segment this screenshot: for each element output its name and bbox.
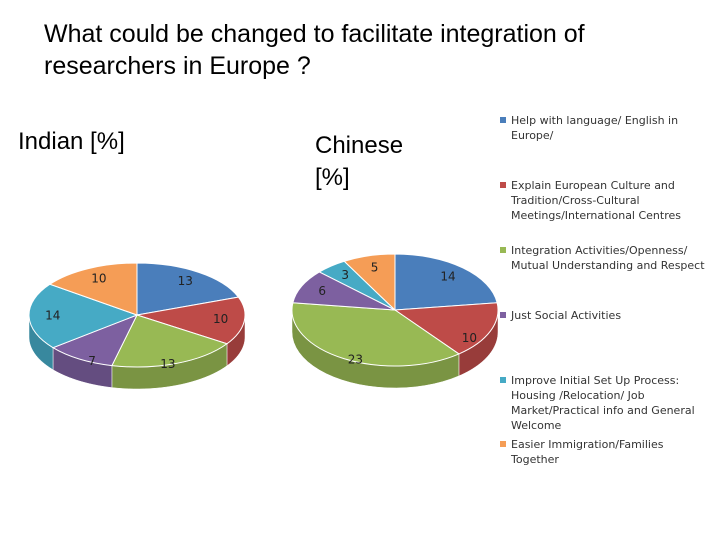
legend-entry: Improve Initial Set Up Process: Housing … — [500, 373, 706, 433]
data-label: 10 — [462, 331, 477, 345]
legend-swatch — [500, 117, 506, 123]
data-label: 10 — [91, 271, 106, 285]
data-label: 7 — [88, 354, 96, 368]
pie-slice — [343, 253, 396, 312]
chart-title: Indian [%] — [18, 128, 125, 155]
data-label: 14 — [440, 270, 455, 284]
data-label: 10 — [213, 312, 228, 326]
pie-slice — [48, 262, 138, 316]
pie-slice — [28, 283, 139, 349]
pie-slice — [136, 262, 240, 316]
data-label: 5 — [371, 260, 379, 274]
pie-slice — [136, 296, 246, 345]
data-label: 14 — [45, 308, 60, 322]
legend-label: Integration Activities/Openness/ Mutual … — [511, 244, 705, 272]
pie-slice — [51, 314, 139, 367]
chart-title: Chinese [%] — [315, 132, 404, 191]
legend-entry: Help with language/ English in Europe/ — [500, 113, 706, 143]
pie-slice — [394, 253, 498, 311]
legend-label: Just Social Activities — [511, 309, 622, 322]
legend-entry: Easier Immigration/Families Together — [500, 437, 706, 467]
legend-label: Easier Immigration/Families Together — [511, 438, 664, 466]
data-label: 13 — [160, 357, 175, 371]
legend-swatch — [500, 182, 506, 188]
pie-slice — [111, 314, 229, 368]
data-label: 3 — [341, 268, 349, 282]
legend-label: Explain European Culture and Tradition/C… — [511, 179, 682, 222]
legend-swatch — [500, 377, 506, 383]
legend-label: Help with language/ English in Europe/ — [511, 114, 679, 142]
slide-title: What could be changed to facilitate inte… — [44, 20, 585, 80]
legend-entry: Just Social Activities — [500, 308, 706, 323]
legend-entry: Integration Activities/Openness/ Mutual … — [500, 243, 706, 273]
legend-swatch — [500, 247, 506, 253]
legend-entry: Explain European Culture and Tradition/C… — [500, 178, 706, 223]
legend-swatch — [500, 312, 506, 318]
data-label: 23 — [348, 353, 363, 367]
legend-swatch — [500, 441, 506, 447]
data-label: 13 — [178, 274, 193, 288]
legend-label: Improve Initial Set Up Process: Housing … — [511, 374, 695, 432]
pie-slice — [291, 302, 460, 367]
pie-slice — [393, 302, 499, 355]
data-label: 6 — [318, 284, 326, 298]
